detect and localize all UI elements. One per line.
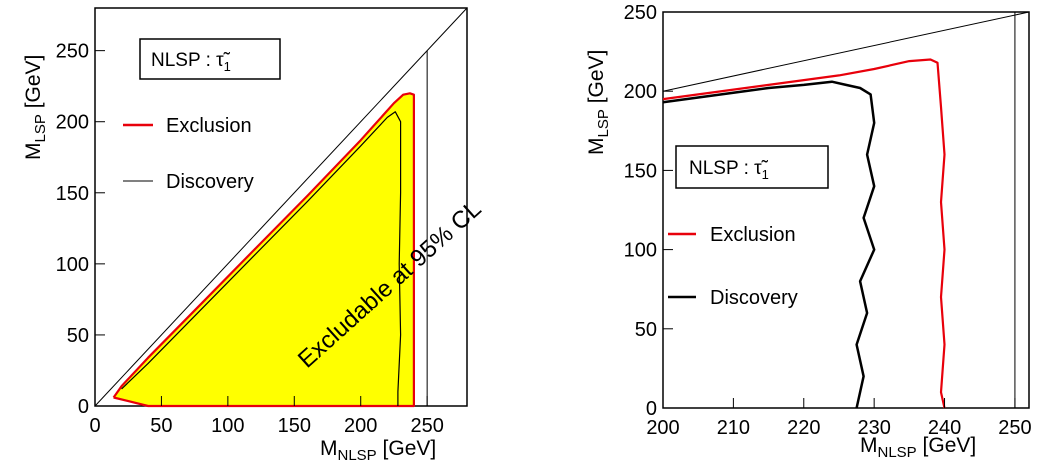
series-exclusion-line — [662, 58, 946, 409]
y-tick-label: 150 — [624, 160, 657, 182]
right-legend-discovery-label: Discovery — [710, 287, 798, 309]
x-tick-label: 250 — [410, 415, 443, 437]
left-x-axis-title: MNLSP [GeV] — [320, 437, 436, 464]
left-reference-lines — [94, 7, 468, 407]
right-ticks: 200 210 220 230 240 250 0 50 100 150 200 250 — [624, 2, 1032, 439]
series-discovery-line — [662, 80, 876, 409]
right-series-group — [662, 58, 946, 409]
left-box-label: NLSP : τ̃ — [151, 50, 231, 71]
right-reference-lines — [662, 11, 1030, 408]
reference-line-0 — [662, 11, 1030, 92]
y-tick-label: 150 — [56, 183, 89, 205]
right-legend: Exclusion Discovery — [668, 224, 798, 309]
right-chart: 200 210 220 230 240 250 0 50 100 150 200 250 NLSP :… — [585, 2, 1032, 461]
right-legend-exclusion-label: Exclusion — [710, 224, 796, 246]
y-tick-label: 100 — [624, 240, 657, 262]
x-tick-label: 150 — [278, 415, 311, 437]
left-nlsp-box: NLSP : τ̃1 — [139, 38, 281, 80]
x-tick-label: 230 — [857, 417, 890, 439]
y-tick-label: 100 — [56, 254, 89, 276]
right-x-axis-title: MNLSP [GeV] — [860, 434, 976, 461]
x-tick-label: 220 — [787, 417, 820, 439]
y-tick-label: 0 — [78, 396, 89, 418]
right-nlsp-box: NLSP : τ̃1 — [675, 145, 829, 189]
left-excludable-region — [113, 93, 414, 407]
left-legend-exclusion-label: Exclusion — [166, 115, 252, 137]
series-exclusion-line — [112, 92, 415, 408]
x-tick-label: 250 — [998, 417, 1031, 439]
left-legend: Exclusion Discovery — [123, 115, 254, 193]
series-discovery-line — [121, 111, 402, 406]
right-plot-frame — [662, 11, 1030, 409]
right-box-label-sub: 1 — [762, 167, 769, 182]
y-tick-label: 250 — [624, 2, 657, 24]
svg-text:NLSP : τ̃1: NLSP : τ̃1 — [689, 158, 769, 182]
y-tick-label: 200 — [624, 81, 657, 103]
y-tick-label: 200 — [56, 112, 89, 134]
left-ticks: 0 50 100 150 200 250 0 50 100 150 200 250 — [56, 41, 444, 437]
x-tick-label: 0 — [89, 415, 100, 437]
svg-text:NLSP : τ̃1: NLSP : τ̃1 — [151, 50, 231, 74]
x-tick-label: 200 — [344, 415, 377, 437]
left-series-group — [112, 92, 415, 408]
x-tick-label: 50 — [150, 415, 172, 437]
right-box-label: NLSP : τ̃ — [689, 158, 769, 179]
y-tick-label: 250 — [56, 41, 89, 63]
reference-line-0 — [94, 7, 468, 407]
left-box-label-sub: 1 — [224, 59, 231, 74]
y-tick-label: 50 — [67, 325, 89, 347]
x-tick-label: 100 — [211, 415, 244, 437]
x-tick-label: 210 — [717, 417, 750, 439]
y-tick-label: 0 — [646, 398, 657, 420]
x-tick-label: 200 — [646, 417, 679, 439]
right-y-axis-title: MLSP [GeV] — [585, 50, 612, 155]
left-y-axis-title: MLSP [GeV] — [22, 55, 49, 160]
excludable-fill-area — [113, 93, 414, 407]
x-tick-label: 240 — [928, 417, 961, 439]
y-tick-label: 50 — [635, 319, 657, 341]
left-legend-discovery-label: Discovery — [166, 171, 254, 193]
